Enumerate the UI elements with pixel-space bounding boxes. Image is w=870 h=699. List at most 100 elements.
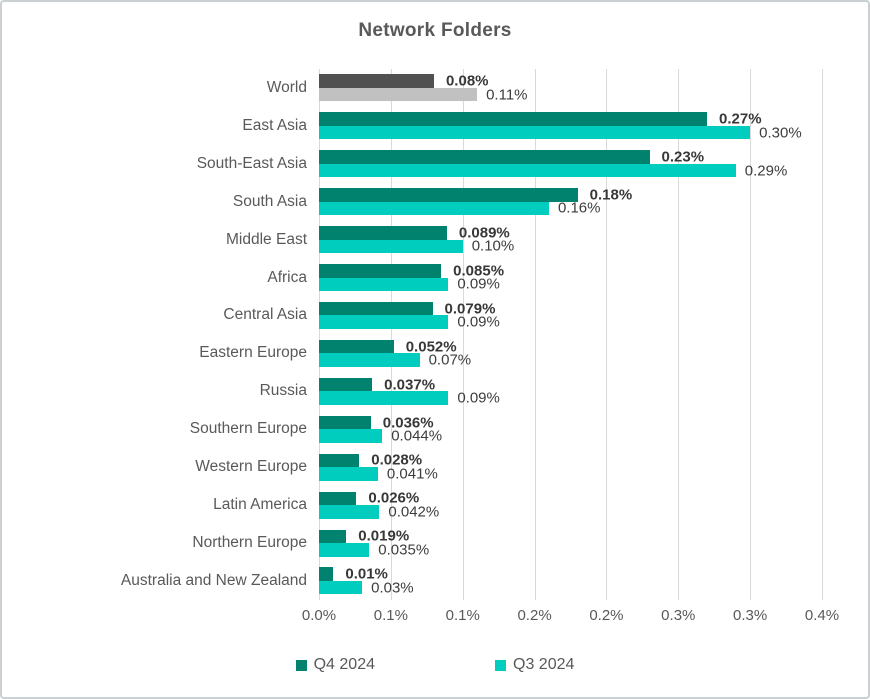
value-label-q3-2024: 0.29% xyxy=(744,162,788,180)
gridline xyxy=(678,69,680,600)
category-label: Middle East xyxy=(226,230,307,248)
bar-line: 0.042% xyxy=(319,503,822,521)
value-label-q3-2024: 0.10% xyxy=(471,237,515,255)
x-tick-label: 0.3% xyxy=(733,607,768,624)
bar-q4-2024 xyxy=(319,301,433,316)
bar-q4-2024 xyxy=(319,339,394,354)
value-label-q4-2024: 0.052% xyxy=(405,338,457,356)
bar-group: 0.052% 0.07% xyxy=(319,334,822,372)
bar-line: 0.18% xyxy=(319,186,822,204)
bar-q3-2024 xyxy=(319,543,370,557)
gridlines xyxy=(319,69,823,600)
bar-group: 0.01% 0.03% xyxy=(319,562,822,600)
category-label: East Asia xyxy=(242,116,307,134)
gridline xyxy=(462,69,464,600)
bar-q3-2024 xyxy=(319,201,549,216)
value-label-q3-2024: 0.09% xyxy=(457,275,500,293)
bar-line: 0.11% xyxy=(319,86,822,104)
legend: Q4 2024 Q3 2024 xyxy=(2,656,868,674)
bar-line: 0.085% xyxy=(319,262,822,280)
bar-line: 0.041% xyxy=(319,466,822,481)
bar-line: 0.09% xyxy=(319,389,822,407)
x-tick-label: 0.2% xyxy=(517,607,552,624)
bar-q4-2024 xyxy=(319,150,650,164)
category-label: Australia and New Zealand xyxy=(120,571,307,589)
bar-q3-2024 xyxy=(319,125,751,140)
bar-line: 0.052% xyxy=(319,338,822,356)
bar-group: 0.08% 0.11% xyxy=(319,69,822,107)
bar-q3-2024 xyxy=(319,391,449,405)
value-label-q3-2024: 0.044% xyxy=(391,427,443,445)
bar-line: 0.089% xyxy=(319,225,822,240)
bar-line: 0.037% xyxy=(319,377,822,392)
bar-line: 0.01% xyxy=(319,565,822,583)
value-label-q4-2024: 0.036% xyxy=(382,414,434,431)
x-tick-label: 0.2% xyxy=(589,607,624,624)
bar-q3-2024 xyxy=(319,239,463,254)
gridline xyxy=(750,69,752,600)
x-axis: 0.0% 0.1% 0.1% 0.2% 0.2% 0.3% 0.3% 0.4% xyxy=(302,607,839,627)
bar-q3-2024 xyxy=(319,87,478,102)
bar-group: 0.18% 0.16% xyxy=(319,183,822,221)
value-label-q4-2024: 0.026% xyxy=(368,489,420,507)
bar-q3-2024 xyxy=(319,277,449,292)
bar-line: 0.079% xyxy=(319,300,822,318)
bar-q4-2024 xyxy=(319,529,347,544)
category-label: Eastern Europe xyxy=(199,344,307,362)
bar-q4-2024 xyxy=(319,74,434,88)
bar-line: 0.026% xyxy=(319,489,822,507)
bar-group: 0.089% 0.10% xyxy=(319,221,822,259)
plot-rows: 0.08% 0.11% 0.27% 0.30% 0.23% 0.29% 0.18% 0.16%… xyxy=(319,69,822,600)
category-label: South-East Asia xyxy=(196,154,307,172)
category-label: Africa xyxy=(267,268,307,286)
value-label-q4-2024: 0.079% xyxy=(444,300,496,318)
bar-group: 0.019% 0.035% xyxy=(319,524,822,562)
bar-group: 0.037% 0.09% xyxy=(319,372,822,410)
legend-item: Q3 2024 xyxy=(495,656,574,674)
gridline xyxy=(534,69,536,600)
value-label-q3-2024: 0.035% xyxy=(378,541,430,559)
bar-line: 0.30% xyxy=(319,124,822,142)
bar-q4-2024 xyxy=(319,491,357,506)
value-label-q4-2024: 0.18% xyxy=(589,186,633,204)
bar-line: 0.29% xyxy=(319,162,822,180)
category-label: Central Asia xyxy=(223,306,307,324)
category-label: World xyxy=(266,78,307,96)
bar-q4-2024 xyxy=(319,377,373,392)
bar-group: 0.085% 0.09% xyxy=(319,259,822,297)
gridline xyxy=(822,69,823,600)
value-label-q4-2024: 0.08% xyxy=(445,72,489,90)
bar-q3-2024 xyxy=(319,580,363,595)
value-label-q4-2024: 0.01% xyxy=(345,565,388,583)
category-label: Latin America xyxy=(213,496,307,514)
legend-item: Q4 2024 xyxy=(295,656,375,674)
category-label: Western Europe xyxy=(195,458,307,476)
value-label-q3-2024: 0.09% xyxy=(457,389,500,407)
value-label-q4-2024: 0.085% xyxy=(453,262,505,280)
value-label-q3-2024: 0.03% xyxy=(371,579,414,597)
bar-group: 0.026% 0.042% xyxy=(319,486,822,524)
gridline xyxy=(606,69,608,600)
value-label-q3-2024: 0.11% xyxy=(486,86,528,104)
bar-q4-2024 xyxy=(319,226,447,240)
value-label-q4-2024: 0.27% xyxy=(719,110,762,128)
bar-line: 0.036% xyxy=(319,414,822,431)
x-tick-label: 0.0% xyxy=(301,607,337,624)
value-label-q3-2024: 0.042% xyxy=(388,503,440,521)
x-tick-label: 0.4% xyxy=(804,607,840,624)
bar-line: 0.07% xyxy=(319,353,822,368)
bar-q3-2024 xyxy=(319,505,380,519)
bar-line: 0.028% xyxy=(319,453,822,468)
bar-line: 0.27% xyxy=(319,110,822,128)
bar-line: 0.23% xyxy=(319,150,822,165)
category-label: Russia xyxy=(259,382,307,400)
category-label: Northern Europe xyxy=(192,534,307,552)
bar-q3-2024 xyxy=(319,315,449,329)
bar-q4-2024 xyxy=(319,188,578,202)
value-label-q3-2024: 0.30% xyxy=(759,124,802,142)
bar-q4-2024 xyxy=(319,567,334,581)
legend-label: Q4 2024 xyxy=(313,656,375,673)
bar-q3-2024 xyxy=(319,163,736,178)
bar-line: 0.09% xyxy=(319,315,822,330)
bar-q3-2024 xyxy=(319,353,420,367)
